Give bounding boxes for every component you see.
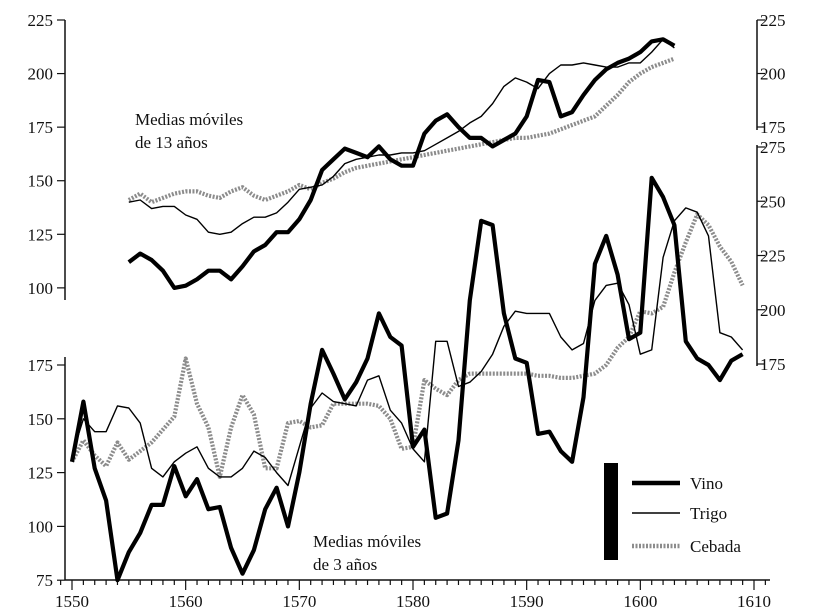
x-tick-label: 1550 <box>55 592 89 610</box>
left-axis-lower-tick-label: 125 <box>28 464 54 483</box>
ma3-series-cebada <box>70 212 745 479</box>
x-tick-label: 1610 <box>737 592 771 610</box>
left-axis-lower-tick-label: 150 <box>28 410 54 429</box>
tick-labels: 1550 1560 1570 1580 1590 1600 1610 225 200 175 150… <box>28 11 786 610</box>
x-tick-label: 1590 <box>510 592 544 610</box>
annotation-lower-line2: de 3 años <box>313 555 377 574</box>
ma3-series-vino <box>69 175 744 583</box>
annotation-upper-line2: de 13 años <box>135 133 208 152</box>
annotation-lower-line1: Medias móviles <box>313 532 421 551</box>
series-lines <box>69 37 745 583</box>
right-axis-bottom-tick-label: 275 <box>760 138 786 157</box>
legend: Vino Trigo Cebada <box>604 463 741 560</box>
annotations: Medias móviles de 13 años Medias móviles… <box>135 110 421 574</box>
right-axis-bottom-tick-label: 225 <box>760 247 786 266</box>
x-tick-label: 1580 <box>396 592 430 610</box>
legend-label-vino: Vino <box>690 474 723 493</box>
left-axis-upper-tick-label: 200 <box>28 65 54 84</box>
right-axis-bottom-tick-label: 250 <box>760 192 786 211</box>
right-axis-top-tick-label: 200 <box>760 65 786 84</box>
left-axis-upper-tick-label: 225 <box>28 11 54 30</box>
left-axis-upper-tick-label: 125 <box>28 225 54 244</box>
left-axis-lower-tick-label: 100 <box>28 517 54 536</box>
ma13-series-cebada <box>127 56 676 205</box>
axes <box>64 20 770 581</box>
left-axis-lower-tick-label: 175 <box>28 356 54 375</box>
ma13-series-trigo <box>128 38 675 236</box>
legend-label-cebada: Cebada <box>690 537 741 556</box>
x-tick-label: 1570 <box>282 592 316 610</box>
left-axis-upper-tick-label: 100 <box>28 279 54 298</box>
left-axis-upper-tick-label: 175 <box>28 118 54 137</box>
x-tick-label: 1600 <box>623 592 657 610</box>
legend-bar <box>604 463 618 560</box>
right-axis-top-tick-label: 175 <box>760 118 786 137</box>
ma3-series-trigo <box>71 207 744 487</box>
legend-label-trigo: Trigo <box>690 504 727 523</box>
left-axis-upper-tick-label: 150 <box>28 172 54 191</box>
ma13-series-vino <box>127 37 676 290</box>
right-axis-bottom-tick-label: 200 <box>760 301 786 320</box>
right-axis-bottom-tick-label: 175 <box>760 355 786 374</box>
left-axis-lower-tick-label: 75 <box>36 571 53 590</box>
annotation-upper-line1: Medias móviles <box>135 110 243 129</box>
right-axis-top-tick-label: 225 <box>760 11 786 30</box>
x-tick-label: 1560 <box>169 592 203 610</box>
tick-marks <box>57 19 766 590</box>
